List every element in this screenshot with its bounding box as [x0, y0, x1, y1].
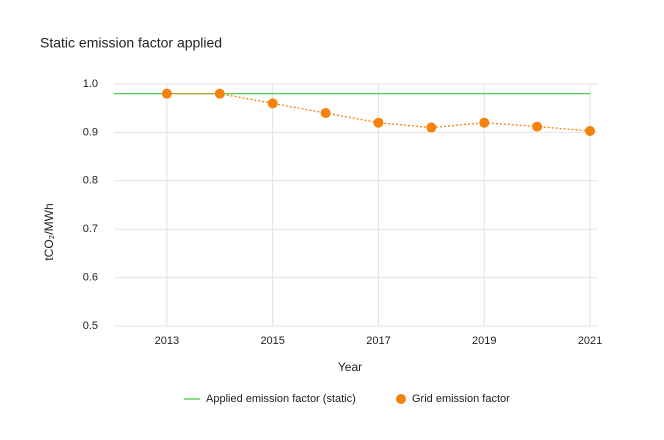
legend-marker: [396, 394, 406, 404]
y-tick-label: 0.7: [83, 223, 98, 235]
data-point: [479, 117, 490, 128]
chart-title: Static emission factor applied: [40, 35, 222, 51]
data-point: [267, 98, 278, 109]
x-tick-label: 2015: [260, 335, 284, 347]
data-point: [214, 88, 225, 99]
x-axis-title: Year: [338, 360, 362, 374]
x-tick-label: 2013: [155, 335, 179, 347]
data-point: [532, 121, 543, 132]
data-point: [320, 108, 331, 119]
x-tick-label: 2021: [578, 335, 602, 347]
legend-label: Applied emission factor (static): [206, 393, 356, 405]
data-point: [373, 117, 384, 128]
legend-label: Grid emission factor: [412, 393, 510, 405]
y-tick-label: 1.0: [83, 78, 98, 90]
data-point: [426, 122, 437, 133]
y-tick-label: 0.9: [83, 126, 98, 138]
x-tick-label: 2017: [366, 335, 390, 347]
x-tick-label: 2019: [472, 335, 496, 347]
y-axis-title: tCO₂/MWh: [42, 203, 56, 260]
data-point: [161, 88, 172, 99]
data-point: [585, 125, 596, 136]
y-tick-label: 0.6: [83, 272, 98, 284]
y-tick-label: 0.8: [83, 175, 98, 187]
y-tick-label: 0.5: [83, 320, 98, 332]
